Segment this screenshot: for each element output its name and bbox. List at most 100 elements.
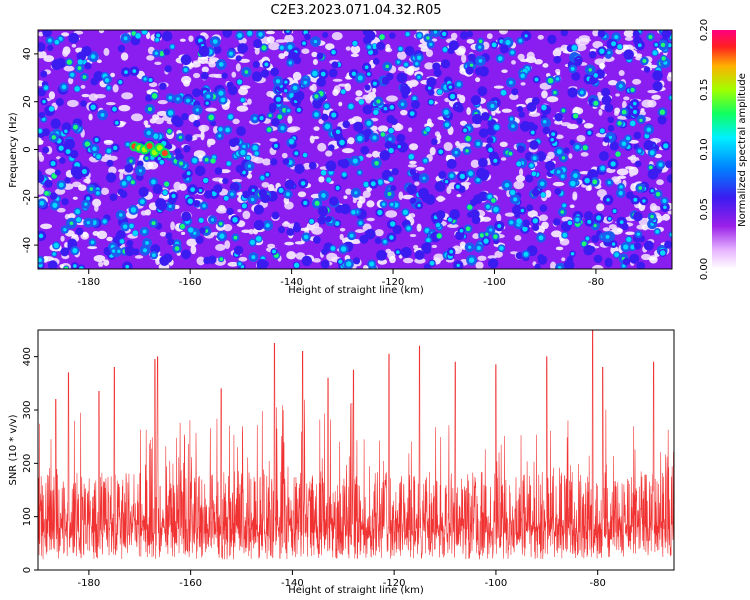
heatmap-cell xyxy=(632,101,637,106)
heatmap-cell xyxy=(227,85,238,96)
heatmap-cell xyxy=(136,160,144,168)
heatmap-cell xyxy=(106,86,111,90)
heatmap-cell xyxy=(196,256,206,266)
heatmap-cell xyxy=(331,112,337,118)
heatmap-cell xyxy=(537,254,545,262)
heatmap-cell xyxy=(633,131,642,140)
heatmap-cell xyxy=(476,178,480,182)
heatmap-cell xyxy=(396,72,408,84)
heatmap-cell xyxy=(55,98,64,107)
heatmap-cell xyxy=(118,213,123,217)
heatmap-cell xyxy=(81,45,92,57)
heatmap-cell xyxy=(409,143,419,151)
heatmap-cell xyxy=(667,43,672,48)
heatmap-cell xyxy=(392,224,402,235)
heatmap-cell xyxy=(429,146,436,156)
heatmap-cell xyxy=(634,53,643,58)
heatmap-cell xyxy=(571,45,578,51)
heatmap-cell xyxy=(598,151,609,162)
heatmap-cell xyxy=(587,123,594,128)
heatmap-cell xyxy=(607,181,611,185)
heatmap-cell xyxy=(604,103,614,113)
heatmap-cell xyxy=(277,114,283,120)
heatmap-cell xyxy=(579,90,584,95)
heatmap-cell xyxy=(517,53,525,61)
heatmap-cell xyxy=(630,87,635,93)
heatmap-cell xyxy=(396,133,406,143)
heatmap-cell xyxy=(415,61,419,66)
heatmap-cell xyxy=(470,159,480,168)
heatmap-cell xyxy=(608,135,613,140)
heatmap-cell xyxy=(526,102,537,112)
heatmap-cell xyxy=(358,221,363,225)
heatmap-cell xyxy=(152,183,163,195)
heatmap-cell xyxy=(554,187,562,195)
heatmap-cell xyxy=(126,239,134,247)
heatmap-cell xyxy=(414,181,420,186)
heatmap-cell xyxy=(370,125,378,132)
heatmap-cell xyxy=(569,139,576,146)
heatmap-cell xyxy=(176,97,180,101)
heatmap-cell xyxy=(156,145,163,152)
heatmap-cell xyxy=(499,44,509,54)
heatmap-cell xyxy=(343,195,348,200)
heatmap-cell xyxy=(540,192,546,198)
heatmap-cell xyxy=(86,220,91,225)
heatmap-cell xyxy=(385,248,392,254)
heatmap-cell xyxy=(423,242,432,250)
heatmap-cell xyxy=(130,180,135,185)
heatmap-cell xyxy=(611,41,617,47)
heatmap-cell xyxy=(75,227,84,236)
heatmap-cell xyxy=(279,45,284,50)
heatmap-cell xyxy=(662,198,667,203)
heatmap-cell xyxy=(251,255,256,260)
heatmap-cell xyxy=(362,104,373,115)
heatmap-cell xyxy=(557,266,562,269)
heatmap-cell xyxy=(324,123,331,130)
heatmap-cell xyxy=(469,63,474,67)
heatmap-cell xyxy=(287,44,293,50)
heatmap-cell xyxy=(567,220,573,226)
heatmap-cell xyxy=(88,93,99,102)
heatmap-cell xyxy=(190,187,196,192)
heatmap-cell xyxy=(572,191,578,200)
heatmap-cell xyxy=(268,114,272,118)
heatmap-cell xyxy=(235,63,241,72)
heatmap-cell xyxy=(148,82,158,88)
heatmap-cell xyxy=(567,87,578,98)
heatmap-cell xyxy=(269,138,278,142)
heatmap-cell xyxy=(655,229,660,234)
heatmap-cell xyxy=(219,257,224,262)
heatmap-cell xyxy=(348,103,354,109)
heatmap-cell xyxy=(409,160,417,165)
heatmap-cell xyxy=(487,255,497,259)
heatmap-cell xyxy=(444,122,450,128)
heatmap-cell xyxy=(426,118,432,127)
heatmap-cell xyxy=(610,161,616,167)
heatmap-cell xyxy=(205,101,209,105)
heatmap-cell xyxy=(93,255,106,263)
heatmap-cell xyxy=(643,140,654,151)
heatmap-cell xyxy=(435,222,441,228)
heatmap-cell xyxy=(400,109,408,116)
heatmap-cell xyxy=(410,100,420,110)
heatmap-cell xyxy=(431,244,438,249)
heatmap-cell xyxy=(485,204,491,209)
heatmap-cell xyxy=(563,147,570,154)
heatmap-cell xyxy=(278,226,286,234)
heatmap-cell xyxy=(126,142,130,147)
heatmap-cell xyxy=(312,70,318,77)
heatmap-cell xyxy=(372,150,380,158)
snr-ytick-label: 400 xyxy=(22,347,33,366)
heatmap-cell xyxy=(167,238,175,246)
heatmap-cell xyxy=(108,155,118,161)
heatmap-cell xyxy=(425,49,434,58)
heatmap-cell xyxy=(327,160,334,168)
heatmap-cell xyxy=(100,187,110,196)
heatmap-cell xyxy=(406,184,417,195)
heatmap-cell xyxy=(331,49,336,55)
heatmap-cell xyxy=(436,210,446,220)
heatmap-cell xyxy=(253,116,257,121)
heatmap-cell xyxy=(493,234,498,239)
heatmap-cell xyxy=(576,134,586,143)
